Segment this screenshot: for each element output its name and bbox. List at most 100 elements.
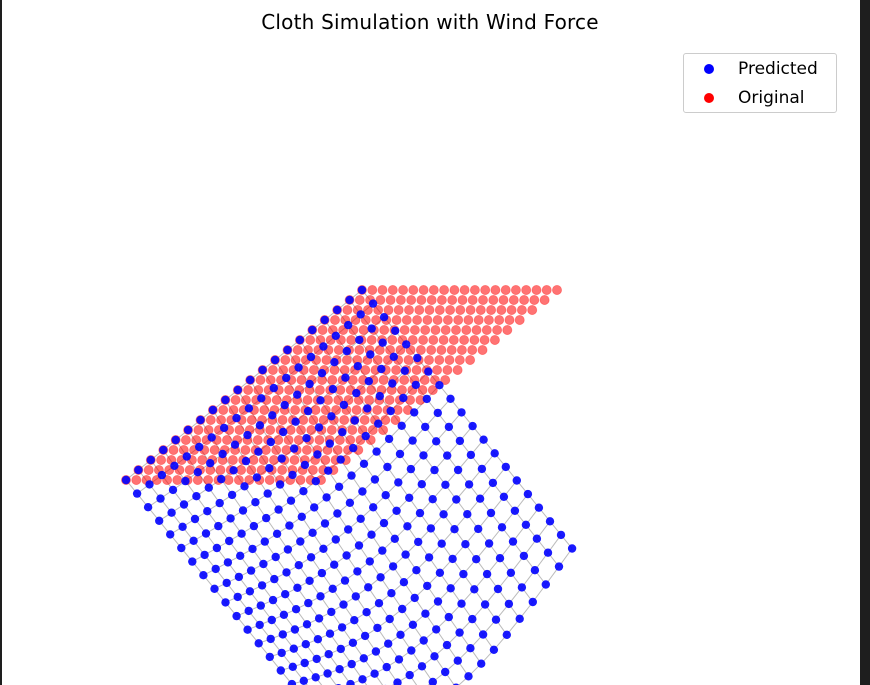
predicted-point	[331, 331, 340, 340]
original-point	[268, 454, 279, 465]
predicted-point	[189, 536, 198, 545]
predicted-point	[433, 408, 442, 418]
predicted-point	[371, 647, 381, 656]
predicted-point	[482, 569, 492, 579]
predicted-point	[223, 558, 233, 567]
predicted-point	[352, 388, 361, 398]
original-point	[205, 414, 216, 425]
predicted-point	[387, 589, 396, 598]
predicted-point	[316, 592, 325, 601]
predicted-point	[474, 524, 483, 534]
predicted-point	[328, 584, 337, 593]
original-point	[333, 344, 344, 355]
predicted-point	[302, 620, 312, 629]
original-point	[447, 294, 458, 305]
predicted-point	[246, 375, 255, 385]
original-point	[539, 294, 550, 305]
predicted-point	[466, 450, 476, 460]
original-point	[209, 444, 220, 455]
predicted-point	[214, 521, 223, 531]
predicted-point	[417, 662, 427, 671]
predicted-point	[212, 543, 222, 553]
predicted-point	[179, 500, 189, 509]
predicted-point	[344, 320, 353, 330]
predicted-point	[277, 454, 286, 463]
predicted-point	[376, 573, 385, 582]
predicted-point	[308, 528, 317, 537]
predicted-point	[504, 599, 514, 609]
original-point	[481, 324, 492, 335]
original-point	[494, 314, 505, 325]
original-point	[310, 404, 321, 415]
predicted-point	[260, 537, 269, 546]
original-point	[295, 424, 306, 435]
original-point	[480, 284, 491, 295]
original-point	[385, 294, 396, 305]
predicted-point	[410, 593, 419, 603]
predicted-point	[238, 506, 248, 515]
original-point	[403, 354, 414, 365]
predicted-point	[461, 540, 470, 549]
predicted-point	[384, 639, 393, 648]
original-point	[454, 354, 465, 365]
original-point	[277, 464, 288, 475]
original-point	[227, 454, 238, 465]
original-point	[477, 344, 488, 355]
predicted-point	[441, 667, 450, 677]
original-point	[379, 324, 390, 335]
original-point	[184, 464, 195, 475]
original-point	[143, 464, 154, 475]
original-point	[436, 344, 447, 355]
legend-item-predicted: Predicted	[684, 55, 818, 83]
predicted-point	[305, 379, 314, 389]
predicted-point	[362, 608, 371, 617]
original-point	[469, 334, 480, 345]
predicted-point	[233, 385, 242, 395]
predicted-point	[347, 659, 356, 669]
predicted-point	[204, 483, 213, 492]
original-point	[218, 404, 229, 415]
predicted-point	[470, 585, 479, 594]
predicted-point	[519, 551, 529, 561]
predicted-point	[383, 462, 392, 472]
original-point	[489, 334, 500, 345]
predicted-point	[444, 422, 454, 432]
predicted-point	[340, 576, 350, 585]
original-point	[439, 284, 450, 295]
predicted-point	[166, 530, 175, 539]
predicted-point	[325, 629, 335, 638]
original-point	[510, 284, 521, 295]
predicted-point	[354, 541, 364, 550]
original-point	[203, 424, 214, 435]
predicted-point	[391, 326, 400, 335]
predicted-point	[323, 669, 332, 678]
predicted-point	[443, 451, 452, 460]
predicted-point	[312, 654, 321, 664]
predicted-point	[254, 447, 263, 456]
predicted-point	[345, 498, 355, 507]
original-point	[333, 394, 344, 405]
predicted-point	[229, 466, 238, 475]
predicted-point	[453, 465, 463, 475]
original-point	[203, 474, 214, 485]
original-point	[329, 364, 340, 375]
predicted-point	[207, 433, 216, 442]
original-point	[258, 454, 269, 465]
predicted-point	[365, 557, 374, 566]
original-point	[475, 304, 486, 315]
original-point	[246, 414, 257, 425]
original-point	[527, 304, 538, 315]
predicted-point	[301, 640, 310, 649]
predicted-point	[334, 482, 344, 491]
original-point	[236, 464, 247, 475]
predicted-point	[495, 554, 505, 563]
original-point	[373, 304, 384, 315]
predicted-point	[300, 658, 309, 668]
original-point	[314, 384, 325, 395]
original-point	[541, 284, 552, 295]
original-series-layer	[121, 284, 563, 485]
predicted-point	[324, 650, 333, 659]
original-point	[334, 434, 345, 445]
predicted-point	[275, 480, 285, 489]
